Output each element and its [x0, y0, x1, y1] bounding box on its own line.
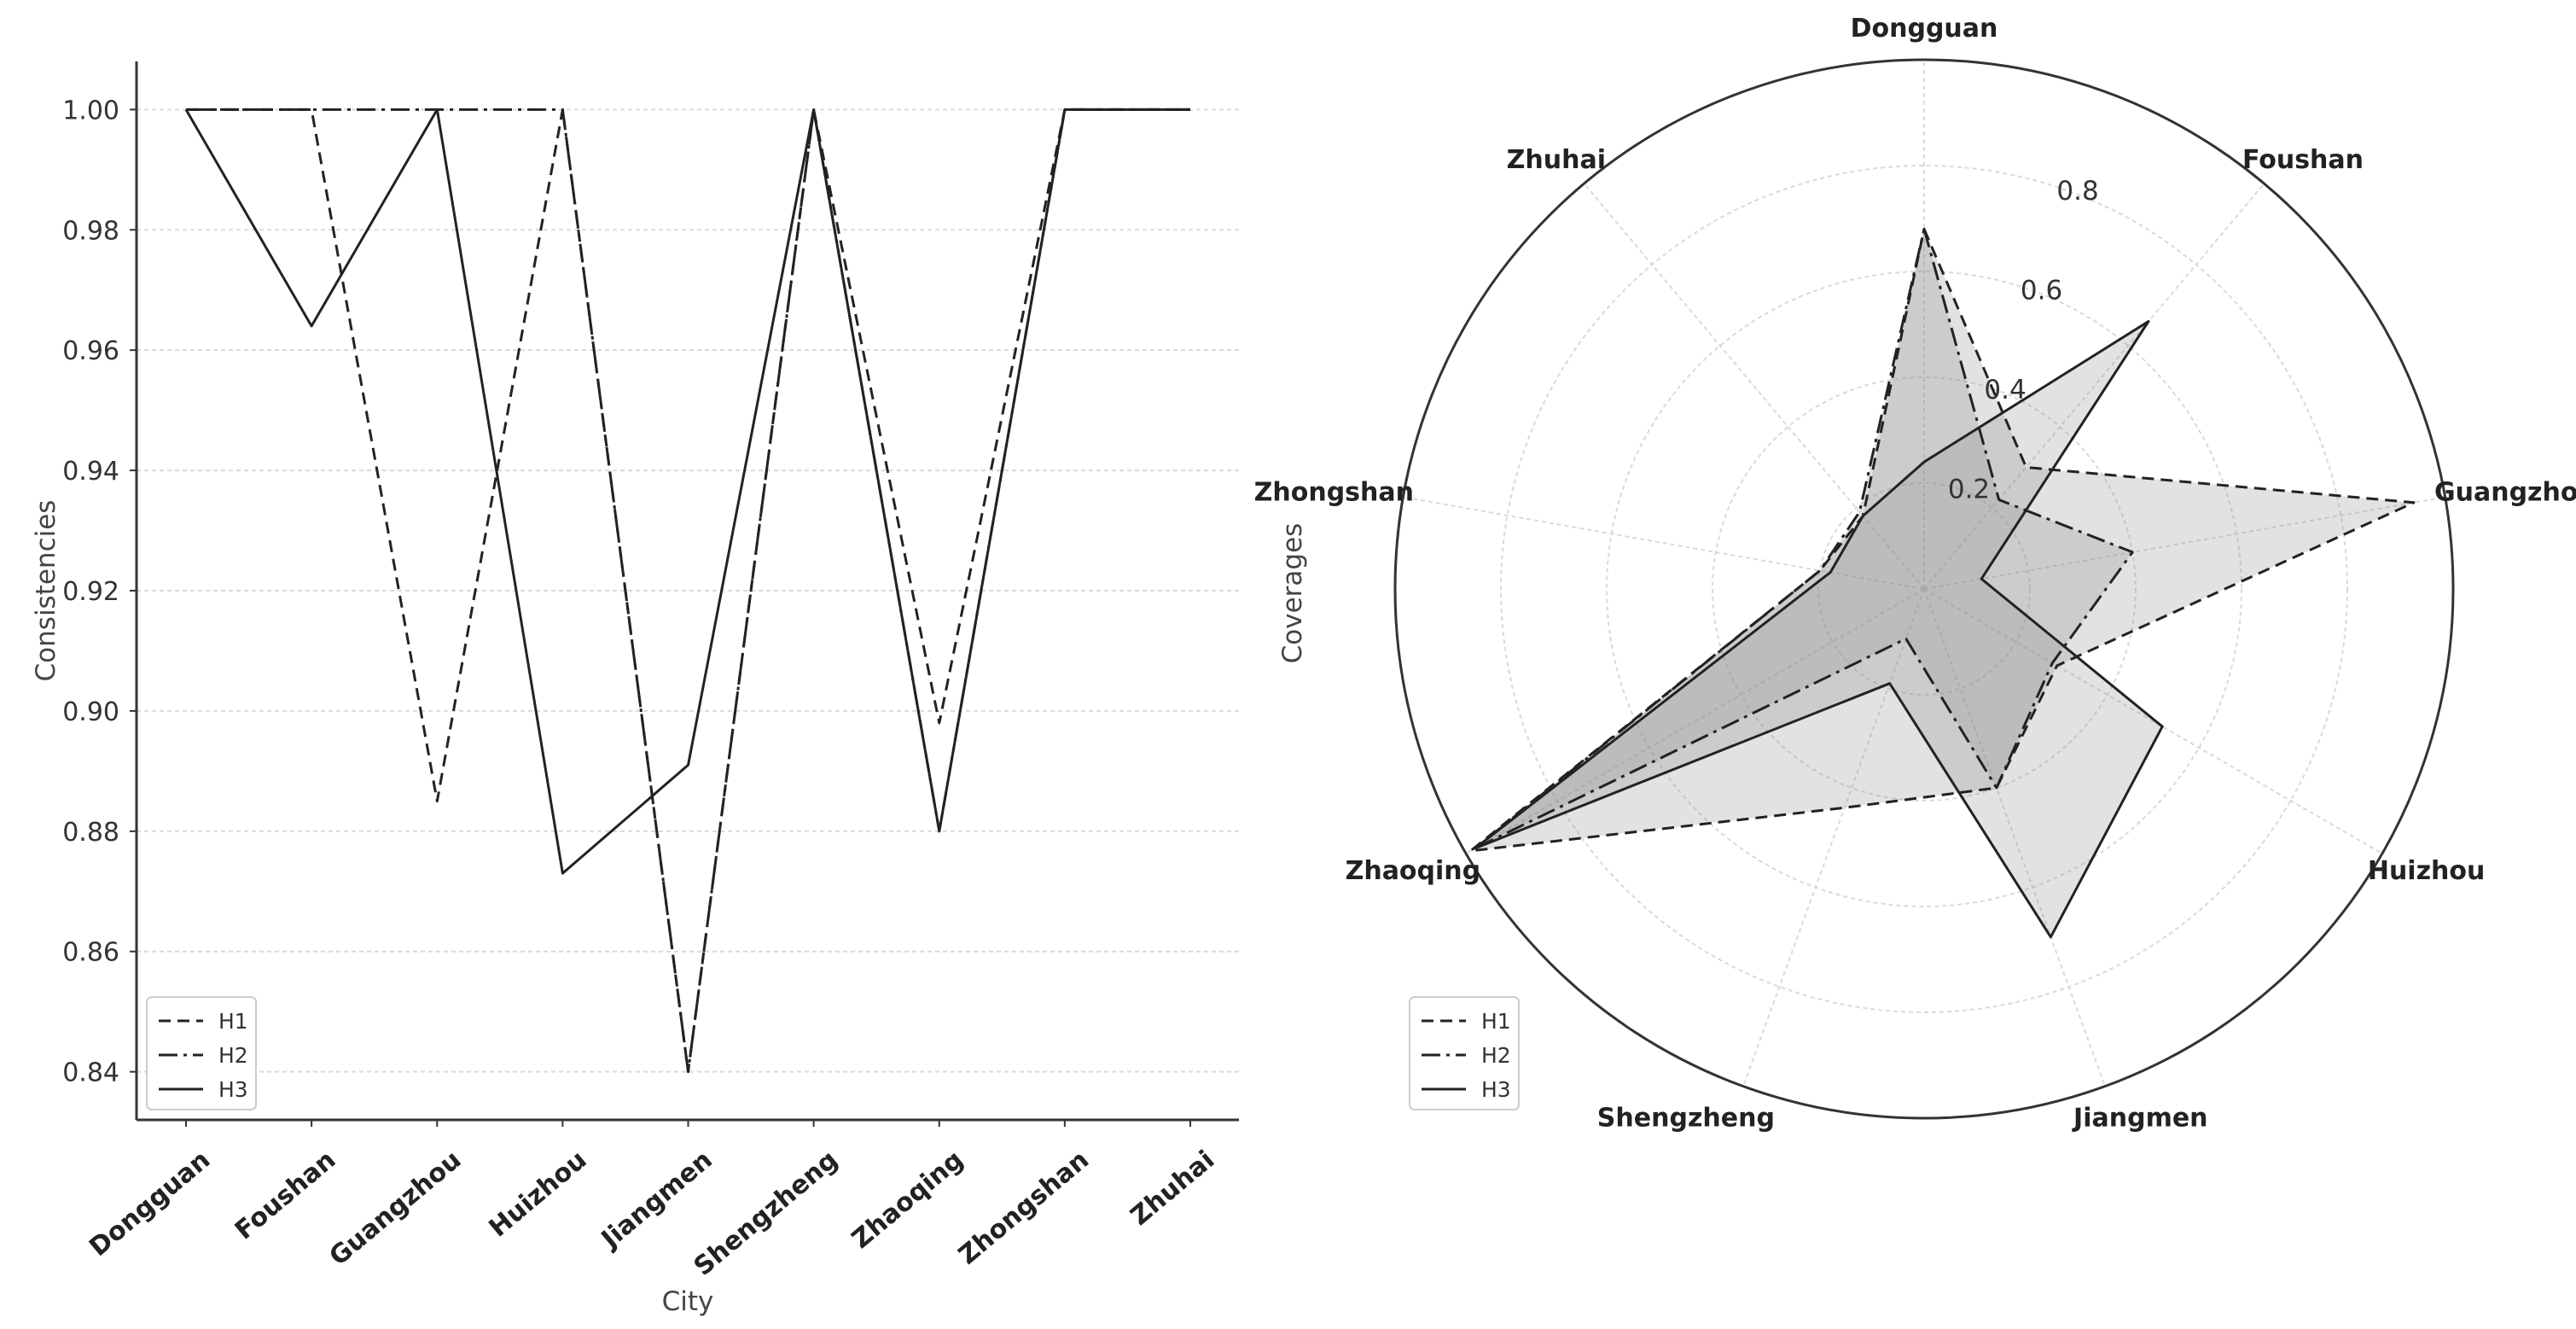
y-tick-label: 0.90 — [62, 697, 119, 727]
category-label: Shengzheng — [1597, 1103, 1775, 1133]
y-axis-label: Consistencies — [31, 500, 61, 682]
radial-gridline — [1817, 482, 2031, 696]
series-line-h1 — [1468, 227, 2416, 853]
category-label: Jiangmen — [2072, 1103, 2208, 1133]
legend-box — [146, 996, 257, 1110]
spoke-line — [1583, 183, 1925, 590]
category-label: Zhongshan — [1254, 478, 1414, 508]
spoke-line — [1403, 496, 1925, 590]
category-label: Zhaoqing — [1346, 856, 1481, 886]
spoke-line — [1923, 183, 2265, 590]
x-tick-label: Guangzhou — [323, 1145, 467, 1272]
legend-label-h2: H2 — [218, 1043, 248, 1068]
y-tick-label: 0.96 — [62, 336, 119, 366]
series-line-h2 — [1474, 227, 2134, 850]
y-tick-label: 0.98 — [62, 216, 119, 246]
category-label: Huizhou — [2368, 856, 2486, 886]
category-label: Guangzhou — [2434, 478, 2576, 508]
spoke-line — [1465, 588, 1925, 854]
radial-gridline — [1606, 271, 2242, 907]
y-axis-label: Coverages — [1277, 523, 1308, 664]
series-area-h2 — [1474, 229, 2133, 848]
series-area-h3 — [1474, 321, 2163, 937]
radial-tick-label: 0.2 — [1948, 475, 1990, 505]
spoke-line — [1923, 588, 2383, 854]
spoke-line — [1923, 496, 2445, 590]
category-label: Dongguan — [1851, 14, 1998, 44]
x-axis-label: City — [662, 1286, 714, 1317]
legend-label-h1: H1 — [1481, 1009, 1511, 1034]
consistency-line-chart: 0.84 0.86 0.88 0.90 0.92 0.94 0.96 0.98 1.00 Dong… — [31, 61, 1239, 1317]
category-label: Foushan — [2242, 145, 2364, 175]
radial-gridline — [1500, 165, 2348, 1013]
radial-tick-label: 0.4 — [1984, 375, 2026, 405]
y-tick-label: 0.84 — [62, 1058, 119, 1088]
series-line-h2 — [186, 108, 1190, 1074]
x-tick-label: Zhongshan — [953, 1145, 1095, 1270]
y-tick-label: 0.92 — [62, 577, 119, 607]
legend-box — [1409, 996, 1520, 1110]
legend-label-h1: H1 — [218, 1009, 248, 1034]
x-tick-label: Zhuhai — [1125, 1145, 1221, 1232]
x-tick-label: Foushan — [230, 1145, 341, 1245]
category-label: Zhuhai — [1507, 145, 1606, 175]
series-line-h3 — [1474, 320, 2164, 939]
legend-label-h3: H3 — [218, 1077, 248, 1102]
radial-tick-label: 0.6 — [2021, 276, 2062, 306]
y-tick-label: 0.88 — [62, 818, 119, 848]
series-area-h1 — [1470, 229, 2414, 851]
y-tick-label: 0.86 — [62, 938, 119, 968]
coverage-radar-chart: 0.2 0.4 0.6 0.8 Dongguan Foushan Guangzhou Huiz… — [1254, 14, 2576, 1133]
legend-label-h3: H3 — [1481, 1077, 1511, 1102]
x-tick-label: Huizhou — [484, 1145, 593, 1243]
x-tick-label: Zhaoqing — [846, 1145, 969, 1255]
radial-gridline — [1712, 376, 2137, 801]
outer-circle — [1393, 58, 2455, 1120]
y-tick-label: 0.94 — [62, 457, 119, 487]
x-tick-label: Jiangmen — [595, 1145, 718, 1255]
legend-label-h2: H2 — [1481, 1043, 1511, 1068]
radial-tick-label: 0.8 — [2056, 176, 2098, 207]
x-tick-label: Dongguan — [84, 1145, 216, 1262]
spoke-line — [1742, 588, 1925, 1087]
spoke-line — [1923, 588, 2106, 1087]
y-tick-label: 1.00 — [62, 96, 119, 125]
series-line-h3 — [184, 108, 1190, 875]
